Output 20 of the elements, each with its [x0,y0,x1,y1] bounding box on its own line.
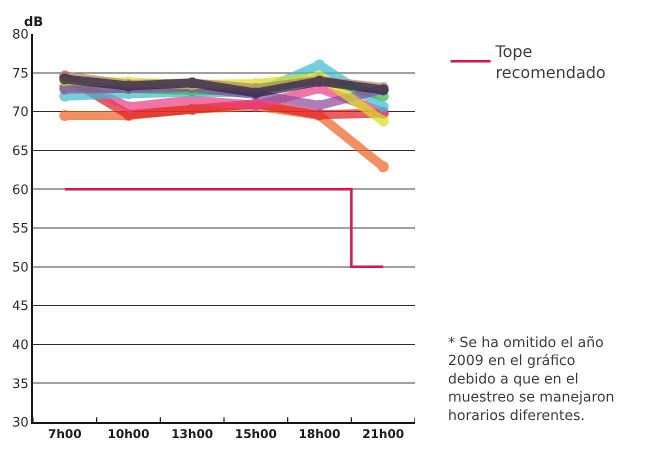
y-tick-label: 35 [12,376,29,392]
x-tick-label: 13h00 [171,427,214,442]
y-tick-label: 40 [12,338,29,353]
x-tick-label: 21h00 [362,427,404,442]
y-tick-label: 75 [12,66,29,82]
y-tick-label: 45 [12,299,29,314]
x-tick-label: 15h00 [234,427,277,442]
text: * Se ha omitido el año 2009 en el gráfico debido a que en el muestreo se manejaron horarios diferentes. [448,335,614,424]
y-tick-label: 50 [12,260,29,276]
y-tick-label: 60 [12,182,29,198]
x-tick-label: 18h00 [298,427,340,442]
y-tick-label: 70 [12,105,29,120]
x-tick-label: 7h00 [48,427,82,442]
legend-label: Tope recomendado [494,42,606,82]
y-tick-label: 30 [12,416,29,431]
x-tick-label: 10h00 [108,427,150,442]
y-tick-label: 55 [12,222,29,237]
y-tick-label: 80 [12,28,29,43]
y-axis-title: dB [24,15,44,30]
y-tick-label: 65 [12,144,29,159]
